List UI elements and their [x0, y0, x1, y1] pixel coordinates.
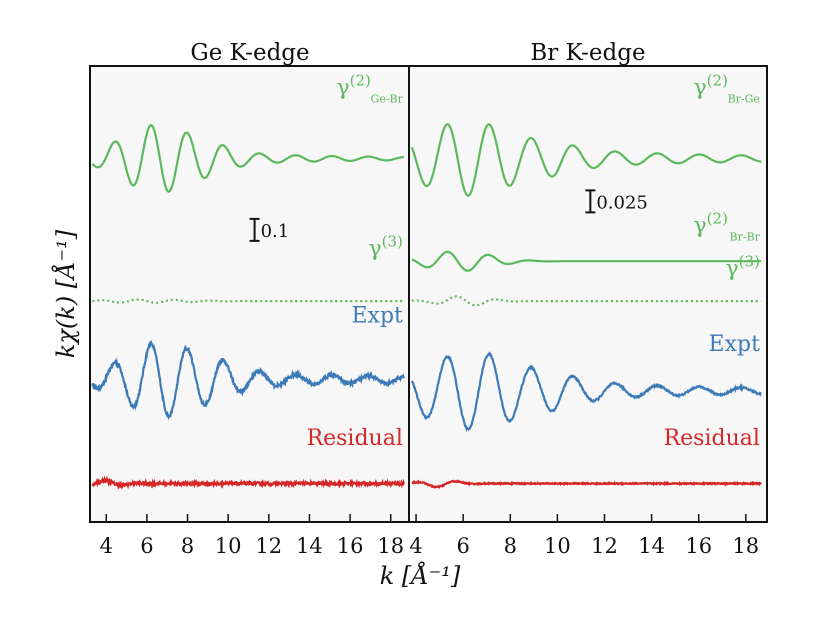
series-label: Residual — [307, 426, 403, 451]
series-label: γ(2) — [694, 210, 728, 239]
scale-bar-label: 0.1 — [261, 221, 290, 242]
series-label-subscript: Ge-Br — [371, 93, 404, 106]
series-label: γ(2) — [336, 72, 370, 101]
x-tick-label: 6 — [140, 534, 153, 558]
x-tick-label: 8 — [181, 534, 194, 558]
series-line--2-ge-br — [91, 124, 404, 193]
x-tick-label: 10 — [215, 534, 242, 558]
series-label: Expt — [352, 304, 404, 329]
series-label: γ(3) — [726, 252, 760, 281]
x-tick-label: 12 — [255, 534, 282, 558]
scale-bar: 0.1 — [249, 217, 290, 242]
x-tick-label: 18 — [377, 534, 404, 558]
x-axis-label: k [Å⁻¹] — [380, 561, 461, 590]
series-line-expt — [91, 339, 405, 421]
scale-bar-label: 0.025 — [596, 192, 648, 213]
series-label: γ(3) — [368, 233, 402, 262]
panel-ge-k-edge: 4 6 8 10 12 14 16 18 γ(2)Ge-Br γ(3) Expt Residual 0.… — [91, 72, 405, 558]
x-tick-label: 4 — [409, 534, 422, 558]
x-tick-label: 16 — [337, 534, 364, 558]
series-label: Expt — [709, 332, 761, 357]
panel-frame-br — [408, 65, 768, 523]
x-tick-label: 8 — [504, 534, 517, 558]
x-tick-label: 18 — [732, 534, 759, 558]
panel-title-br: Br K-edge — [530, 40, 645, 66]
x-tick-label: 14 — [296, 534, 323, 558]
series-line-residual — [91, 475, 405, 490]
panel-background-ge — [90, 66, 409, 522]
series-label-subscript: Br-Ge — [728, 93, 760, 106]
scale-bar: 0.025 — [585, 189, 648, 214]
x-tick-label: 10 — [544, 534, 571, 558]
panel-title-ge: Ge K-edge — [190, 40, 309, 66]
x-tick-label: 14 — [638, 534, 665, 558]
x-tick-label: 4 — [100, 534, 113, 558]
x-tick-label: 16 — [685, 534, 712, 558]
series-label-subscript: Br-Br — [730, 231, 761, 244]
panel-background-br — [409, 66, 767, 522]
panel-br-k-edge: 4 6 8 10 12 14 16 18γ(2)Br-Geγ(2)Br-Brγ(3)ExptR… — [409, 72, 762, 558]
series-label: γ(2) — [694, 72, 728, 101]
series-line-expt — [410, 351, 762, 433]
series-label: Residual — [664, 426, 760, 451]
series-line--3- — [411, 295, 762, 307]
x-tick-label: 6 — [456, 534, 469, 558]
x-tick-label: 12 — [591, 534, 618, 558]
series-line-residual — [411, 479, 762, 490]
series-line--2-br-ge — [410, 123, 762, 197]
series-line--2-br-br — [411, 250, 762, 272]
series-line--3- — [92, 298, 404, 304]
y-axis-label: kχ(k) [Å⁻¹] — [51, 229, 80, 358]
